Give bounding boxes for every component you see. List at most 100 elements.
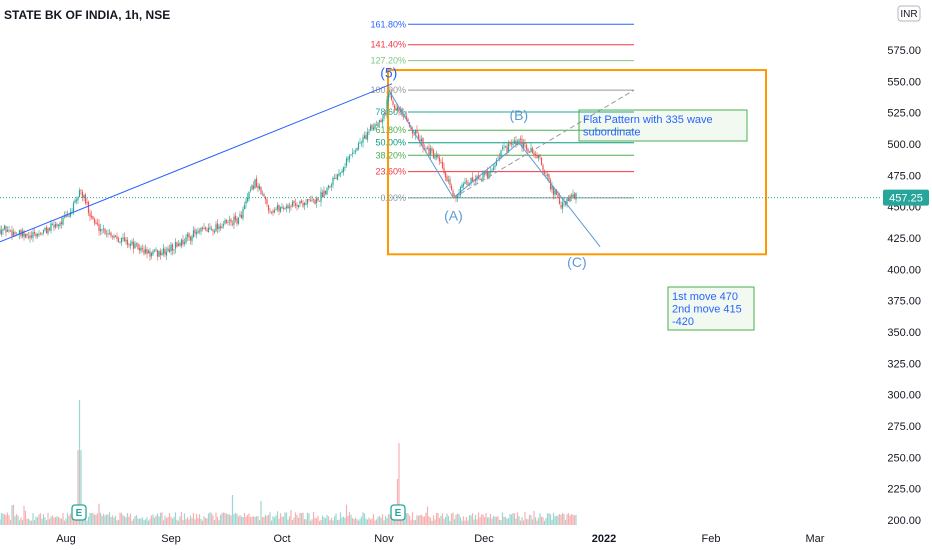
- volume-bar: [483, 517, 486, 525]
- volume-bar: [420, 514, 423, 525]
- volume-bar: [569, 515, 571, 525]
- candle-body: [264, 196, 267, 200]
- candle-body: [515, 140, 517, 146]
- candle-body: [90, 215, 93, 218]
- candle-body: [353, 152, 355, 154]
- candle-body: [300, 200, 303, 203]
- volume-bar: [533, 510, 535, 525]
- volume-bar: [119, 512, 121, 525]
- candle-body: [204, 227, 207, 230]
- candle-body: [42, 229, 45, 233]
- volume-bar: [494, 516, 496, 525]
- candle-body: [62, 217, 64, 225]
- volume-bar: [488, 517, 490, 525]
- candle-body: [567, 198, 570, 201]
- volume-bar: [206, 518, 208, 525]
- candle-body: [27, 236, 30, 238]
- candle-body: [453, 195, 456, 197]
- annotation-text: -420: [672, 316, 694, 328]
- time-axis[interactable]: Aug Sep Oct Nov Dec 2022 Feb Mar: [56, 533, 825, 545]
- candle-body: [438, 157, 441, 162]
- candle-body: [93, 219, 96, 223]
- candle-body: [449, 179, 451, 186]
- candle-body: [434, 156, 436, 159]
- candle-body: [39, 232, 42, 234]
- volume-bar: [48, 519, 51, 525]
- candle-body: [303, 202, 306, 206]
- volume-bar: [396, 479, 399, 525]
- volume-bar: [531, 519, 534, 525]
- candle-body: [504, 145, 507, 147]
- candle-body: [354, 151, 357, 153]
- volume-bar: [152, 514, 154, 525]
- candle-body: [86, 202, 88, 204]
- volume-bar: [476, 519, 478, 525]
- annotation-text: subordinate: [583, 127, 641, 139]
- candle-body: [200, 227, 202, 232]
- volume-bar: [215, 512, 217, 525]
- volume-bar: [516, 512, 519, 525]
- candle-body: [141, 248, 144, 250]
- volume-bar: [399, 519, 402, 525]
- volume-bar: [413, 519, 415, 525]
- volume-bar: [81, 518, 84, 525]
- volume-bar: [71, 514, 73, 525]
- volume-bar: [401, 519, 403, 525]
- candle-body: [198, 230, 201, 232]
- pattern-box: [387, 69, 767, 256]
- volume-bar: [263, 516, 265, 525]
- candle-body: [128, 244, 130, 246]
- candle-body: [140, 247, 142, 251]
- volume-bar: [20, 517, 22, 525]
- volume-bar: [495, 516, 498, 525]
- volume-bar: [527, 519, 529, 525]
- volume-bar: [138, 518, 141, 525]
- volume-bar: [357, 520, 360, 525]
- candle-body: [287, 205, 289, 209]
- candle-body: [332, 177, 334, 185]
- candle-body: [402, 116, 405, 118]
- volume-bar: [269, 512, 271, 525]
- volume-bar: [120, 512, 123, 525]
- candle-body: [341, 171, 343, 173]
- volume-bar: [198, 514, 201, 525]
- candle-body: [459, 187, 462, 196]
- highlight-box[interactable]: [387, 69, 767, 256]
- candle-body: [480, 178, 483, 180]
- volume-bar: [212, 515, 214, 525]
- volume-bar: [536, 520, 538, 525]
- candle-body: [501, 147, 504, 150]
- volume-bar: [33, 520, 36, 525]
- candle-body: [288, 206, 291, 209]
- volume-bar: [143, 520, 145, 525]
- volume-bar: [252, 516, 255, 525]
- volume-bar: [303, 519, 306, 525]
- volume-bar: [159, 512, 162, 525]
- candle-body: [20, 229, 22, 236]
- volume-bar: [342, 516, 345, 525]
- volume-bar: [275, 515, 277, 525]
- candle-body: [104, 228, 106, 234]
- volume-bar: [185, 519, 187, 525]
- drawings[interactable]: [0, 83, 882, 248]
- candle-body: [429, 148, 432, 155]
- currency-badge[interactable]: INR: [897, 5, 921, 22]
- price-axis[interactable]: 575.00550.00525.00500.00475.00450.00425.…: [887, 45, 921, 527]
- volume-bar: [161, 512, 163, 525]
- candle-body: [243, 204, 246, 210]
- candle-body: [137, 243, 139, 250]
- candle-body: [359, 142, 361, 144]
- candle-body: [269, 210, 271, 212]
- annotation-text: Flat Pattern with 335 wave: [583, 114, 713, 126]
- volume-bar: [179, 516, 181, 525]
- last-price-label: 457.25: [889, 193, 923, 205]
- volume-bar: [293, 517, 295, 525]
- fibonacci-retracement[interactable]: 161.80%141.40%127.20%100.00%78.60%61.80%…: [370, 19, 634, 203]
- volume-bar: [501, 512, 504, 525]
- annotation-text: 1st move 470: [672, 291, 738, 303]
- volume-bar: [530, 515, 532, 525]
- volume-bar: [264, 514, 267, 525]
